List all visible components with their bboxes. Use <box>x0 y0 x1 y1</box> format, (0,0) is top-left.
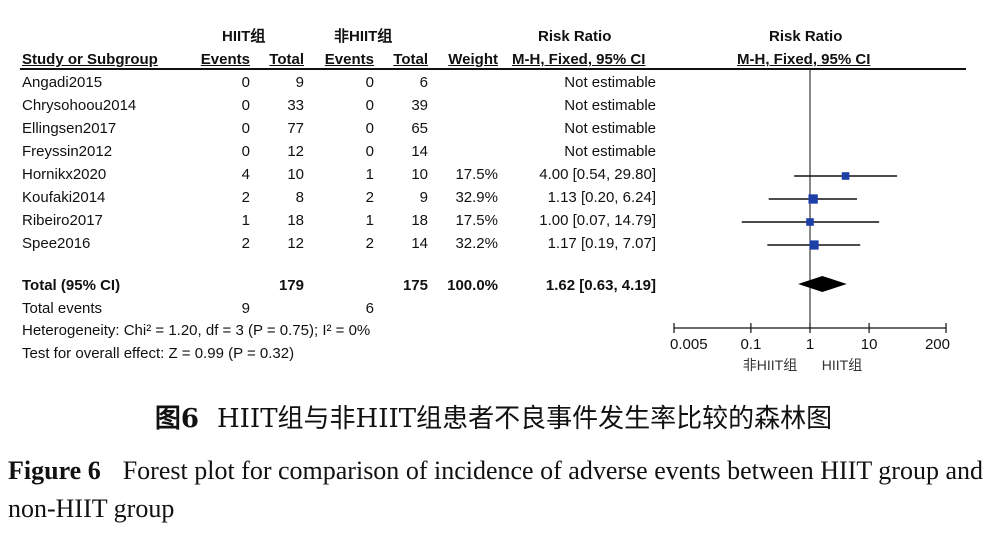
row-study: Angadi2015 <box>22 74 103 91</box>
forest-plot: 0.005 0.1 1 10 200 <box>670 70 950 353</box>
favours-right: HIIT组 <box>821 357 863 373</box>
col-method: M-H, Fixed, 95% CI <box>512 51 646 68</box>
col-weight: Weight <box>448 51 498 68</box>
col-events1: Events <box>200 51 250 68</box>
row-events2: 0 <box>365 143 374 160</box>
row-study: Spee2016 <box>22 235 91 252</box>
col-plot-method: M-H, Fixed, 95% CI <box>737 51 871 68</box>
tick-label: 1 <box>806 336 814 353</box>
row-events1: 0 <box>241 74 250 91</box>
row-total2: 65 <box>411 120 428 137</box>
row-events2: 0 <box>365 97 374 114</box>
favours-left: 非HIIT组 <box>742 357 798 373</box>
row-ci: Not estimable <box>564 74 656 91</box>
group2-header: 非HIIT组 <box>334 28 393 45</box>
row-study: Hornikx2020 <box>22 166 107 183</box>
row-weight: 32.9% <box>455 189 498 206</box>
row-study: Koufaki2014 <box>22 189 106 206</box>
row-total2: 10 <box>411 166 428 183</box>
caption-cn: 图6 HIIT组与非HIIT组患者不良事件发生率比较的森林图 <box>0 402 987 436</box>
row-weight: 17.5% <box>455 212 498 229</box>
row-ci: 1.13 [0.20, 6.24] <box>547 189 656 206</box>
effect-marker <box>806 218 814 226</box>
row-weight: 32.2% <box>455 235 498 252</box>
row-ci: Not estimable <box>564 143 656 160</box>
col-total1: Total <box>269 51 304 68</box>
row-events2: 1 <box>365 166 374 183</box>
row-total1: 77 <box>287 120 304 137</box>
pooled-diamond <box>798 276 847 292</box>
tick-label: 200 <box>925 336 950 353</box>
tick-label: 10 <box>861 336 878 353</box>
row-total1: 12 <box>287 143 304 160</box>
total-n2: 175 <box>402 277 428 294</box>
caption-en: Figure 6 Forest plot for comparison of in… <box>8 452 983 528</box>
total-events1: 9 <box>241 300 250 317</box>
row-total1: 9 <box>295 74 304 91</box>
col-events2: Events <box>324 51 374 68</box>
row-events1: 0 <box>241 120 250 137</box>
total-n1: 179 <box>278 277 304 294</box>
row-ci: 1.17 [0.19, 7.07] <box>547 235 656 252</box>
total-weight: 100.0% <box>447 277 498 294</box>
caption-cn-text: HIIT组与非HIIT组患者不良事件发生率比较的森林图 <box>216 404 833 434</box>
caption-cn-label: 图6 <box>154 404 199 434</box>
effect-marker <box>808 194 818 204</box>
row-ci: Not estimable <box>564 97 656 114</box>
total-label: Total (95% CI) <box>22 277 121 294</box>
heterogeneity-text: Heterogeneity: Chi² = 1.20, df = 3 (P = … <box>22 322 371 339</box>
row-events1: 0 <box>241 97 250 114</box>
row-total1: 8 <box>295 189 304 206</box>
header-rule <box>20 68 966 70</box>
row-events2: 1 <box>365 212 374 229</box>
row-total2: 14 <box>411 143 428 160</box>
col-study: Study or Subgroup <box>22 51 158 68</box>
row-study: Ellingsen2017 <box>22 120 117 137</box>
row-total1: 10 <box>287 166 304 183</box>
row-events2: 2 <box>365 189 374 206</box>
row-weight: 17.5% <box>455 166 498 183</box>
row-ci: 1.00 [0.07, 14.79] <box>539 212 656 229</box>
row-events2: 0 <box>365 74 374 91</box>
row-total2: 6 <box>419 74 428 91</box>
row-events1: 0 <box>241 143 250 160</box>
row-total1: 18 <box>287 212 304 229</box>
total-events2: 6 <box>365 300 374 317</box>
effect-marker <box>809 240 819 250</box>
row-total1: 12 <box>287 235 304 252</box>
row-events2: 0 <box>365 120 374 137</box>
row-events2: 2 <box>365 235 374 252</box>
row-events1: 2 <box>241 235 250 252</box>
row-events1: 4 <box>241 166 250 183</box>
effect-marker <box>841 172 850 180</box>
row-study: Freyssin2012 <box>22 143 113 160</box>
caption-en-label: Figure 6 <box>8 456 101 485</box>
tick-label: 0.1 <box>740 336 761 353</box>
row-ci: 4.00 [0.54, 29.80] <box>539 166 656 183</box>
row-total2: 9 <box>419 189 428 206</box>
overall-effect-text: Test for overall effect: Z = 0.99 (P = 0… <box>22 345 295 362</box>
row-study: Ribeiro2017 <box>22 212 103 229</box>
row-ci: Not estimable <box>564 120 656 137</box>
tick-label: 0.005 <box>670 336 708 353</box>
row-total1: 33 <box>287 97 304 114</box>
col-total2: Total <box>393 51 428 68</box>
group1-header: HIIT组 <box>222 28 266 45</box>
row-total2: 14 <box>411 235 428 252</box>
row-total2: 18 <box>411 212 428 229</box>
row-events1: 1 <box>241 212 250 229</box>
row-study: Chrysohoou2014 <box>22 97 137 114</box>
caption-en-text: Forest plot for comparison of incidence … <box>8 456 983 523</box>
row-total2: 39 <box>411 97 428 114</box>
total-events-label: Total events <box>22 300 103 317</box>
total-ci: 1.62 [0.63, 4.19] <box>545 277 656 294</box>
row-events1: 2 <box>241 189 250 206</box>
risk-ratio-header: Risk Ratio <box>538 28 612 45</box>
plot-title: Risk Ratio <box>769 28 843 45</box>
